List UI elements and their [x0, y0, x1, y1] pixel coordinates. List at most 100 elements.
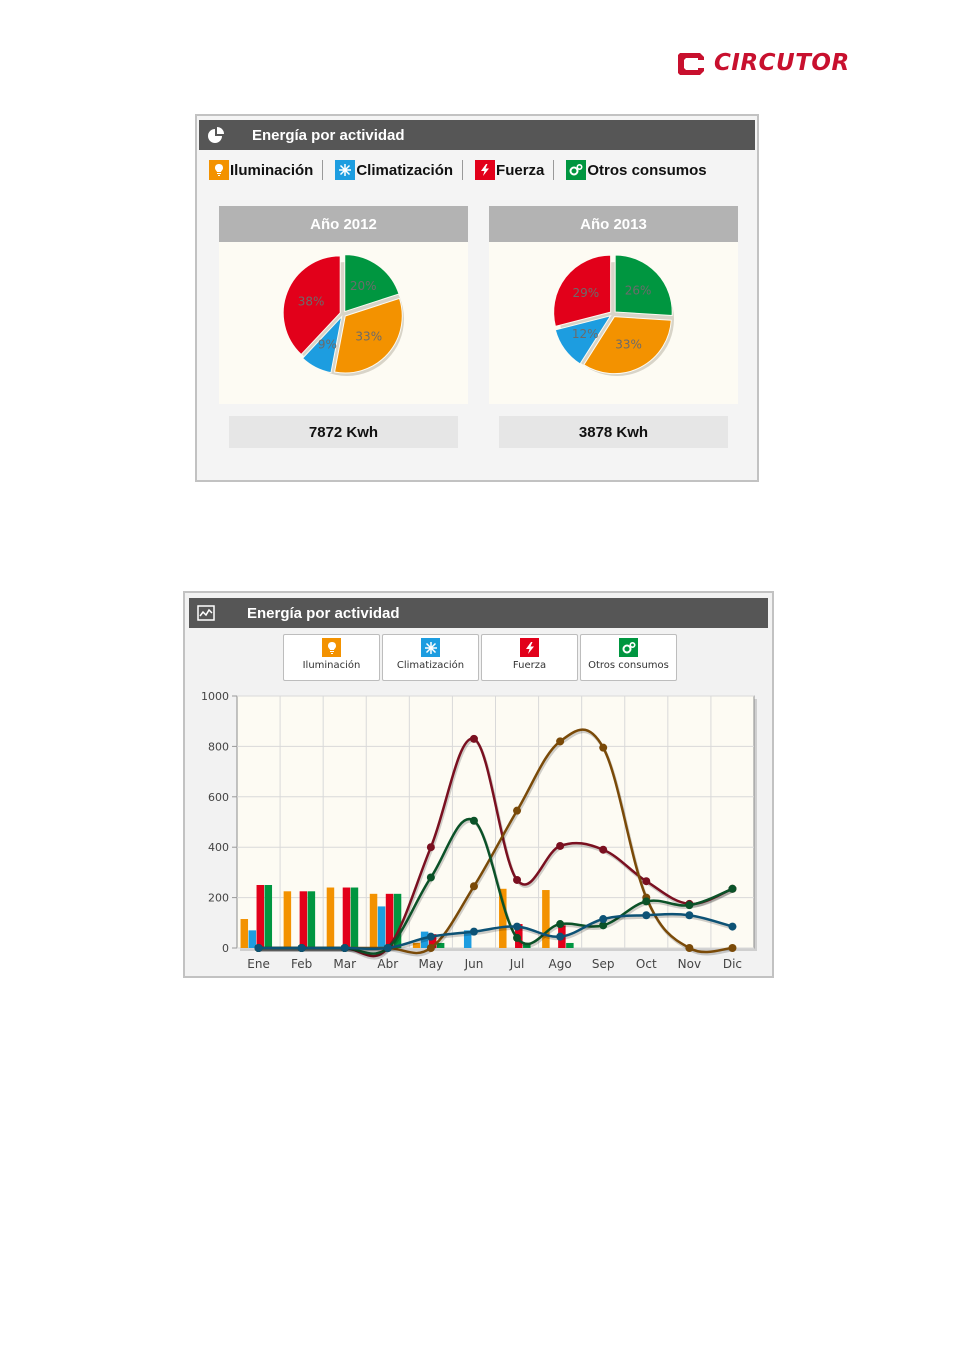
- snowflake-icon: [421, 638, 440, 657]
- series-point[interactable]: [728, 884, 737, 893]
- pie-slice-label: 20%: [350, 279, 377, 293]
- year-title: Año 2013: [489, 206, 738, 242]
- x-tick-label: Mar: [333, 957, 356, 971]
- legend-item-fuerza[interactable]: Fuerza: [462, 160, 553, 180]
- bar[interactable]: [248, 930, 257, 948]
- series-point[interactable]: [513, 933, 522, 942]
- legend-item-iluminacion[interactable]: Iluminación: [209, 160, 322, 180]
- series-point[interactable]: [254, 944, 263, 952]
- series-point[interactable]: [599, 743, 608, 752]
- pie-slice[interactable]: [583, 316, 672, 375]
- pie-slice[interactable]: [614, 254, 673, 317]
- bar[interactable]: [350, 887, 359, 948]
- toggle-iluminacion-button[interactable]: Iluminación: [283, 634, 380, 681]
- panel-header: Energía por actividad: [189, 598, 768, 628]
- year-card-2013: Año 2013 26% 33% 12% 29%: [489, 206, 738, 404]
- y-tick-label: 800: [208, 740, 229, 753]
- legend-item-climatizacion[interactable]: Climatización: [322, 160, 462, 180]
- bar[interactable]: [499, 888, 507, 948]
- series-point[interactable]: [469, 816, 478, 825]
- series-point[interactable]: [513, 922, 522, 931]
- light-bulb-icon: [322, 638, 341, 657]
- snowflake-icon: [335, 160, 356, 180]
- series-point[interactable]: [383, 944, 392, 952]
- bar[interactable]: [369, 893, 378, 948]
- series-point[interactable]: [599, 921, 608, 930]
- bar[interactable]: [523, 942, 531, 948]
- circutor-logo-icon: [678, 53, 704, 75]
- series-point[interactable]: [340, 944, 349, 952]
- series-point[interactable]: [426, 843, 435, 852]
- bar[interactable]: [264, 885, 273, 948]
- bar[interactable]: [428, 934, 437, 948]
- total-kwh-2013: 3878 Kwh: [499, 416, 728, 448]
- bar[interactable]: [420, 931, 429, 948]
- pie-slice-label: 33%: [355, 330, 382, 344]
- series-point[interactable]: [599, 915, 608, 924]
- series-point[interactable]: [599, 845, 608, 854]
- series-point[interactable]: [685, 944, 694, 952]
- series-point[interactable]: [728, 922, 737, 931]
- series-point[interactable]: [426, 944, 435, 952]
- series-point[interactable]: [513, 875, 522, 884]
- pie-slice[interactable]: [344, 254, 400, 313]
- x-tick-label: Abr: [377, 957, 398, 971]
- bar[interactable]: [299, 891, 308, 948]
- bar[interactable]: [240, 919, 249, 948]
- bar[interactable]: [385, 893, 394, 948]
- y-tick-label: 600: [208, 791, 229, 804]
- bar[interactable]: [463, 930, 472, 948]
- bar[interactable]: [283, 891, 292, 948]
- bar[interactable]: [566, 942, 574, 948]
- legend-item-otros-consumos[interactable]: Otros consumos: [553, 160, 715, 180]
- button-label: Fuerza: [512, 660, 547, 671]
- bar[interactable]: [326, 887, 335, 948]
- bar[interactable]: [342, 887, 351, 948]
- bar[interactable]: [542, 890, 550, 948]
- toggle-climatizacion-button[interactable]: Climatización: [382, 634, 479, 681]
- x-tick-label: Ene: [247, 957, 270, 971]
- panel-title: Energía por actividad: [252, 126, 405, 144]
- pie-slice[interactable]: [333, 297, 403, 374]
- bar[interactable]: [412, 942, 421, 948]
- series-point[interactable]: [728, 944, 737, 952]
- x-tick-label: Dic: [723, 957, 742, 971]
- bar[interactable]: [256, 885, 265, 948]
- gears-icon: [566, 160, 587, 180]
- series-point[interactable]: [556, 932, 565, 941]
- button-label: Climatización: [396, 660, 465, 671]
- toggle-fuerza-button[interactable]: Fuerza: [481, 634, 578, 681]
- energy-by-activity-pie-panel: Energía por actividad Iluminación Climat…: [195, 114, 759, 482]
- series-point[interactable]: [642, 877, 651, 886]
- series-point[interactable]: [513, 806, 522, 815]
- y-tick-label: 0: [222, 942, 229, 955]
- series-point[interactable]: [469, 734, 478, 743]
- series-point[interactable]: [556, 737, 565, 746]
- monthly-energy-chart: 0 200 400 600 800 1000 Ene Feb Mar Abr May Jun Jul Ag…: [201, 690, 757, 971]
- series-point[interactable]: [556, 920, 565, 929]
- pie-slice[interactable]: [301, 315, 343, 374]
- series-point[interactable]: [297, 944, 306, 952]
- series-point[interactable]: [685, 911, 694, 920]
- pie-slice[interactable]: [553, 254, 612, 327]
- pie-slice[interactable]: [282, 255, 341, 356]
- series-point[interactable]: [426, 932, 435, 941]
- toggle-otros-consumos-button[interactable]: Otros consumos: [580, 634, 677, 681]
- button-label: Otros consumos: [588, 660, 669, 671]
- pie-slice[interactable]: [554, 314, 612, 365]
- activity-legend: Iluminación Climatización Fuerza Otros c…: [197, 153, 757, 187]
- bar[interactable]: [377, 906, 386, 948]
- bar[interactable]: [307, 891, 316, 948]
- bar[interactable]: [436, 942, 445, 948]
- series-point[interactable]: [642, 911, 651, 920]
- x-tick-label: Jun: [464, 957, 484, 971]
- x-tick-label: May: [418, 957, 443, 971]
- series-point[interactable]: [426, 873, 435, 882]
- series-point[interactable]: [469, 927, 478, 936]
- series-point[interactable]: [642, 897, 651, 906]
- series-point[interactable]: [556, 841, 565, 850]
- series-point[interactable]: [685, 901, 694, 910]
- series-point[interactable]: [469, 882, 478, 891]
- pie-slice-label: 38%: [298, 294, 325, 308]
- bar[interactable]: [393, 893, 402, 948]
